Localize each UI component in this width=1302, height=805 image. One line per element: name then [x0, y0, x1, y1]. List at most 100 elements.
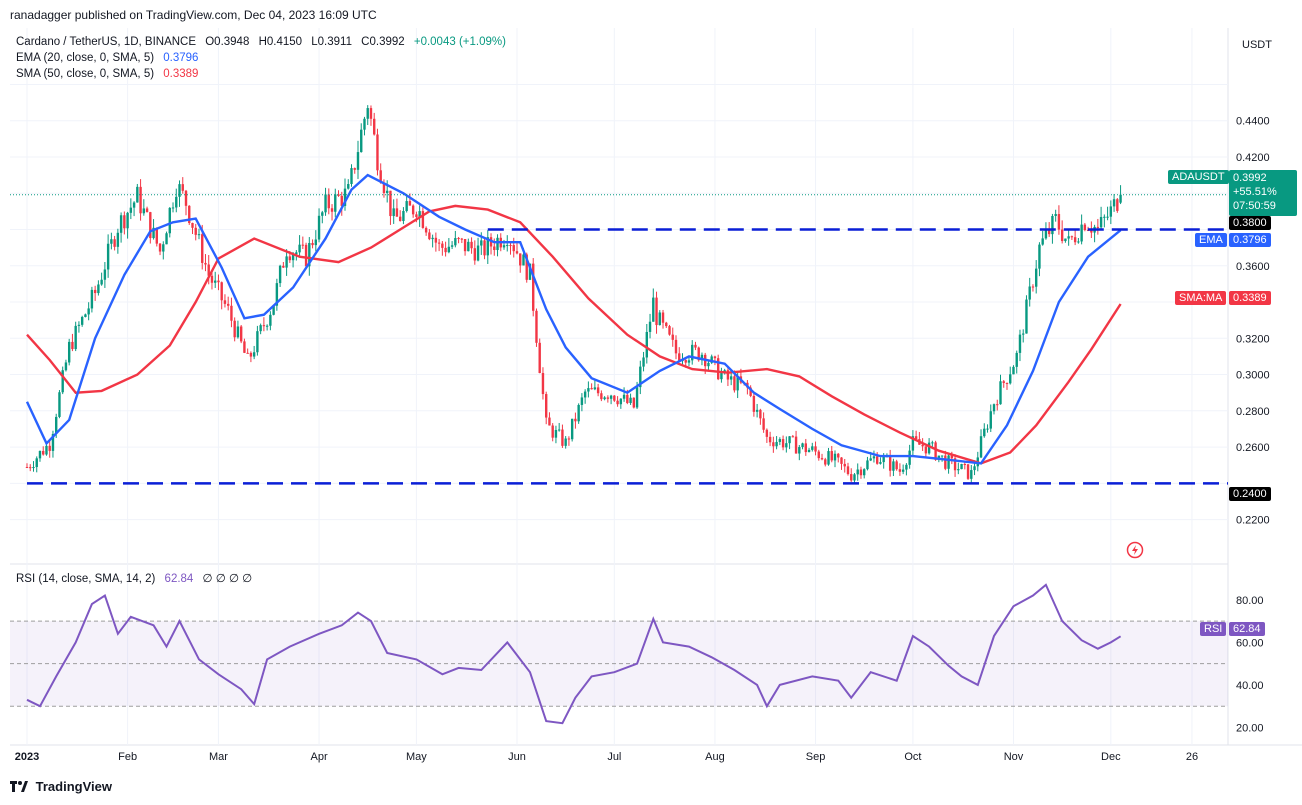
candle-body	[496, 237, 499, 251]
candle-body	[38, 450, 42, 459]
candle-body	[48, 445, 51, 451]
candle-body	[716, 358, 720, 380]
candle-body	[265, 325, 269, 327]
sma-tag: SMA:MA	[1175, 291, 1227, 305]
rsi-tick-label: 20.00	[1236, 722, 1264, 734]
candle-body	[382, 182, 386, 193]
candle-body	[249, 352, 253, 357]
candle-body	[1060, 229, 1064, 242]
candle-body	[184, 190, 188, 206]
candle-body	[431, 237, 434, 240]
candle-body	[824, 459, 827, 465]
candle-body	[853, 474, 856, 481]
candle-body	[577, 404, 580, 422]
candle-body	[32, 467, 35, 469]
price-tick-label: 0.2800	[1236, 406, 1270, 418]
candle-body	[986, 428, 989, 430]
candle-body	[905, 464, 908, 470]
candle-body	[564, 438, 567, 446]
candle-body	[541, 373, 545, 395]
candle-body	[353, 168, 356, 170]
candle-body	[243, 341, 246, 353]
candle-body	[155, 227, 158, 244]
candle-body	[506, 245, 509, 247]
candle-body	[622, 394, 626, 399]
candle-body	[788, 436, 791, 444]
candle-body	[697, 347, 700, 361]
candle-body	[1028, 286, 1031, 300]
rsi-tick-label: 40.00	[1236, 680, 1264, 692]
time-tick-label: Feb	[118, 751, 137, 763]
sma-legend: SMA (50, close, 0, SMA, 5) 0.3389	[16, 68, 198, 80]
candle-body	[1018, 334, 1022, 353]
time-tick-label: Jul	[607, 751, 621, 763]
candle-body	[246, 352, 249, 354]
ema-price-label: 0.3796	[1229, 233, 1271, 247]
candle-body	[671, 334, 674, 340]
candle-body	[1009, 374, 1012, 384]
candle-body	[548, 417, 551, 426]
rsi-legend-extra: ∅ ∅ ∅ ∅	[202, 573, 253, 585]
candle-body	[600, 393, 603, 400]
candle-body	[960, 464, 963, 470]
candle-body	[152, 227, 155, 239]
candle-body	[658, 312, 661, 326]
candle-body	[635, 387, 639, 408]
candle-body	[295, 252, 298, 255]
price-change: +55.51%	[1233, 186, 1277, 198]
candle-body	[535, 310, 538, 343]
candle-body	[1090, 230, 1093, 233]
alert-bolt-icon[interactable]	[1126, 541, 1144, 559]
candle-body	[545, 394, 548, 418]
candle-body	[376, 134, 379, 171]
candle-body	[872, 456, 876, 459]
candle-body	[772, 442, 775, 447]
candle-body	[830, 451, 833, 461]
candle-body	[515, 251, 519, 254]
candle-body	[846, 466, 850, 475]
time-tick-label: May	[406, 751, 427, 763]
candle-body	[642, 357, 645, 367]
rsi-tag: RSI	[1200, 622, 1227, 636]
candle-body	[1047, 230, 1051, 235]
rsi-legend-value: 62.84	[164, 573, 194, 585]
candle-body	[301, 244, 305, 246]
candle-body	[875, 456, 879, 464]
candle-body	[165, 233, 168, 245]
candle-body	[759, 409, 762, 419]
candle-body	[817, 451, 820, 459]
candle-body	[437, 242, 441, 244]
tradingview-brand: TradingView	[10, 779, 112, 794]
candle-body	[992, 404, 996, 412]
candle-body	[1080, 224, 1083, 242]
price-tick-label: 0.2600	[1236, 442, 1270, 454]
candle-body	[298, 244, 301, 253]
candle-body	[84, 314, 87, 317]
candle-body	[350, 168, 353, 185]
candle-body	[532, 263, 535, 311]
candle-body	[632, 397, 636, 408]
candle-body	[418, 211, 421, 217]
candle-body	[908, 450, 911, 465]
candle-body	[1116, 199, 1119, 211]
candle-body	[191, 222, 194, 228]
candle-body	[311, 242, 314, 246]
candle-body	[1034, 268, 1038, 287]
candle-body	[356, 152, 360, 170]
candle-body	[259, 325, 262, 332]
candle-body	[752, 395, 756, 412]
ohlc-low: L0.3911	[311, 36, 352, 48]
sma-legend-label: SMA (50, close, 0, SMA, 5)	[16, 68, 155, 80]
candle-body	[804, 443, 807, 453]
candle-body	[51, 433, 55, 451]
candle-body	[330, 208, 334, 212]
candle-body	[363, 118, 366, 130]
candle-body	[957, 469, 960, 471]
candle-body	[898, 469, 902, 472]
candle-body	[694, 344, 697, 348]
sma-legend-value: 0.3389	[163, 68, 199, 80]
candle-body	[1077, 241, 1080, 243]
candle-body	[1119, 194, 1122, 203]
candle-body	[1022, 333, 1025, 335]
